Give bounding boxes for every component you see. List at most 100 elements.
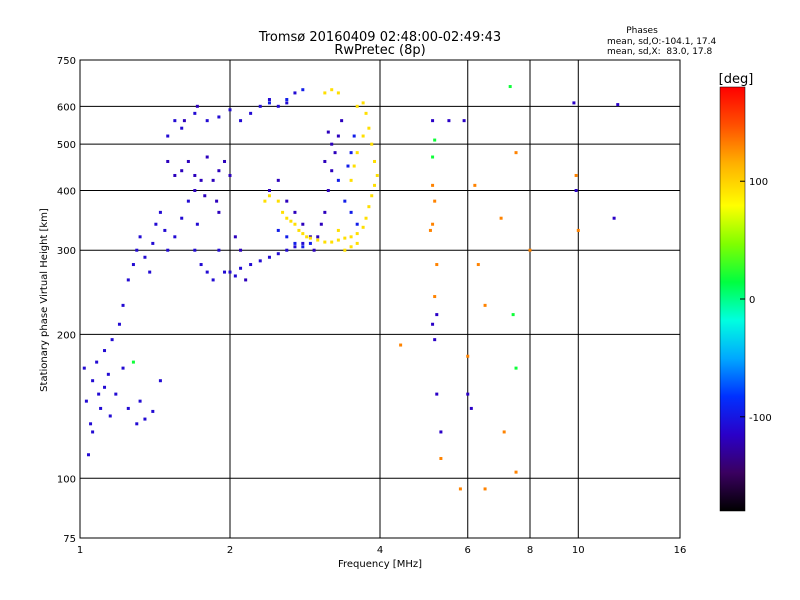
data-point — [612, 216, 616, 220]
data-point — [458, 487, 462, 491]
data-point — [349, 178, 353, 182]
data-point — [263, 199, 267, 203]
data-point — [435, 392, 439, 396]
data-point — [180, 126, 184, 130]
data-point — [138, 399, 142, 403]
data-point — [301, 241, 305, 245]
data-point — [138, 235, 142, 239]
data-point — [433, 295, 437, 299]
data-point — [215, 199, 219, 203]
data-point — [249, 111, 253, 115]
data-point — [447, 119, 451, 123]
data-point — [373, 159, 377, 163]
data-point — [483, 487, 487, 491]
data-point — [514, 366, 518, 370]
data-point — [316, 235, 320, 239]
data-point — [203, 194, 207, 198]
colorbar-tick-label: 100 — [749, 177, 768, 188]
data-point — [431, 322, 435, 326]
data-point — [103, 385, 107, 389]
data-point — [361, 225, 365, 229]
data-point — [217, 248, 221, 252]
data-point — [574, 173, 578, 177]
data-point — [143, 417, 147, 421]
data-point — [117, 322, 121, 326]
data-point — [293, 241, 297, 245]
data-point — [336, 91, 340, 95]
data-point — [239, 119, 243, 123]
data-point — [349, 245, 353, 249]
data-point — [91, 379, 95, 383]
data-point — [228, 108, 232, 112]
x-tick-label: 6 — [465, 545, 471, 556]
data-point — [205, 155, 209, 159]
data-point — [217, 210, 221, 214]
data-point — [355, 232, 359, 236]
data-point — [305, 235, 309, 239]
data-point — [267, 255, 271, 259]
data-point — [297, 228, 301, 232]
data-point — [166, 159, 170, 163]
data-point — [121, 366, 125, 370]
data-point — [193, 173, 197, 177]
data-point — [173, 235, 177, 239]
data-point — [330, 169, 334, 173]
data-point — [195, 104, 199, 108]
data-point — [355, 151, 359, 155]
data-point — [84, 399, 88, 403]
data-point — [301, 88, 305, 92]
data-point — [193, 188, 197, 192]
data-point — [399, 343, 403, 347]
data-point — [195, 222, 199, 226]
data-point — [106, 372, 110, 376]
data-point — [126, 406, 130, 410]
data-point — [367, 205, 371, 209]
data-point — [182, 119, 186, 123]
data-point — [431, 222, 435, 226]
data-point — [267, 98, 271, 102]
data-point — [293, 222, 297, 226]
data-point — [349, 151, 353, 155]
data-point — [433, 138, 437, 142]
data-point — [293, 245, 297, 249]
data-point — [508, 85, 512, 89]
data-point — [370, 194, 374, 198]
data-point — [97, 392, 101, 396]
data-point — [158, 210, 162, 214]
data-point — [186, 159, 190, 163]
data-point — [135, 248, 139, 252]
colorbar-label: [deg] — [719, 72, 754, 87]
data-point — [148, 270, 152, 274]
data-point — [326, 188, 330, 192]
data-point — [349, 210, 353, 214]
data-point — [223, 270, 227, 274]
y-tick-label: 600 — [57, 102, 76, 113]
data-point — [91, 430, 95, 434]
data-point — [323, 210, 327, 214]
data-point — [433, 338, 437, 342]
data-point — [323, 240, 327, 244]
data-point — [180, 216, 184, 220]
y-tick-label: 200 — [57, 330, 76, 341]
data-point — [205, 119, 209, 123]
data-point — [312, 248, 316, 252]
data-point — [285, 248, 289, 252]
data-point — [228, 270, 232, 274]
x-axis-label: Frequency [MHz] — [338, 559, 422, 570]
data-point — [466, 392, 470, 396]
data-point — [343, 199, 347, 203]
data-point — [151, 409, 155, 413]
data-point — [323, 159, 327, 163]
data-point — [367, 126, 371, 130]
x-tick-labels: 1 2 4 6 8 10 16 — [77, 545, 687, 556]
data-point — [217, 115, 221, 119]
data-point — [476, 263, 480, 267]
data-point — [276, 252, 280, 256]
data-point — [285, 98, 289, 102]
data-point — [186, 199, 190, 203]
data-point — [323, 91, 327, 95]
colorbar-ticks: 100 0 -100 — [740, 177, 772, 424]
data-point — [285, 216, 289, 220]
data-point — [431, 155, 435, 159]
data-point — [473, 183, 477, 187]
